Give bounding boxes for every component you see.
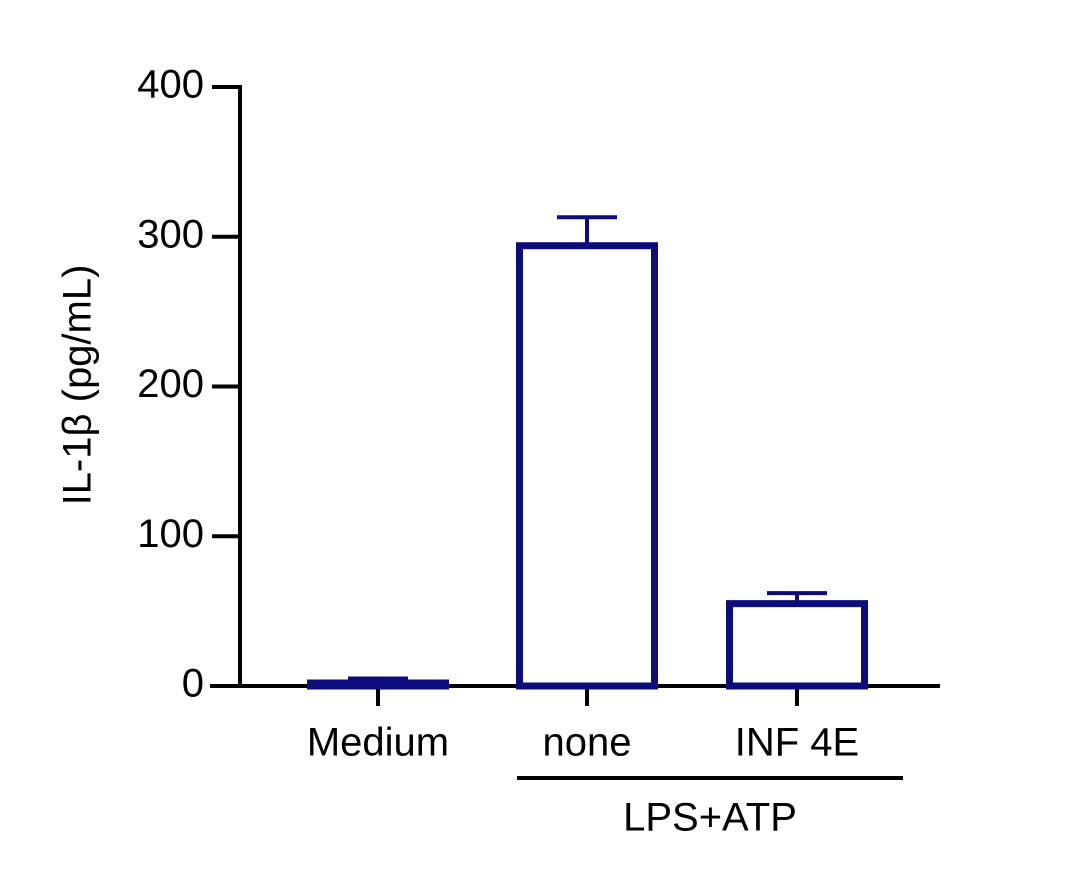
y-tick-label: 200 [137,362,204,406]
y-tick-label: 0 [182,662,204,706]
bar [307,679,449,690]
x-tick-label: Medium [307,721,449,765]
x-tick-label: INF 4E [735,721,859,765]
y-tick-label: 300 [137,212,204,256]
y-tick-label: 100 [137,512,204,556]
group-label: LPS+ATP [623,796,797,840]
y-tick-label: 400 [137,63,204,107]
y-axis-label: IL-1β (pg/mL) [56,265,100,506]
x-tick-label: none [543,721,632,765]
bar [726,600,868,690]
bar [516,242,658,690]
